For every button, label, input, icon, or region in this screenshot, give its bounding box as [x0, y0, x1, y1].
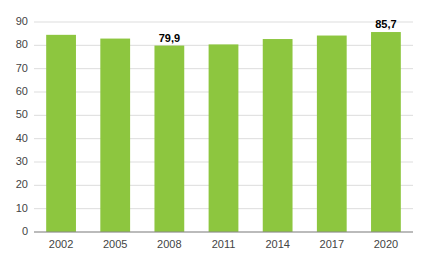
- bar: [46, 35, 76, 232]
- y-axis: 0 10 20 30 40 50 60 70 80 90: [16, 15, 28, 237]
- x-axis: 2002 2005 2008 2011 2014 2017 2020: [34, 232, 413, 250]
- y-tick-label: 40: [16, 132, 28, 144]
- bar: [154, 46, 184, 232]
- chart: 0102030405060708090200220052008201120142…: [0, 0, 423, 258]
- data-label: 85,7: [375, 18, 396, 30]
- data-labels: 79,9 85,7: [159, 18, 397, 44]
- y-tick-label: 20: [16, 178, 28, 190]
- x-tick-label: 2014: [265, 238, 289, 250]
- y-tick-label: 80: [16, 38, 28, 50]
- x-tick-label: 2005: [103, 238, 127, 250]
- y-tick-label: 30: [16, 155, 28, 167]
- x-tick-label: 2017: [320, 238, 344, 250]
- bars: [46, 32, 401, 232]
- x-tick-label: 2002: [49, 238, 73, 250]
- x-tick-label: 2020: [374, 238, 398, 250]
- y-tick-label: 0: [22, 225, 28, 237]
- grid-line: [34, 22, 413, 23]
- y-tick-label: 50: [16, 108, 28, 120]
- bar: [317, 36, 347, 232]
- bar: [263, 39, 293, 232]
- bar: [100, 39, 130, 232]
- chart-container: 0102030405060708090200220052008201120142…: [0, 0, 423, 258]
- bar: [371, 32, 401, 232]
- x-tick-label: 2008: [157, 238, 181, 250]
- x-axis-line: [34, 232, 413, 233]
- y-tick-label: 10: [16, 202, 28, 214]
- bar: [209, 44, 239, 232]
- y-tick-label: 70: [16, 62, 28, 74]
- y-tick-label: 90: [16, 15, 28, 27]
- grid-line: [34, 232, 413, 233]
- grid: [34, 22, 413, 232]
- y-tick-label: 60: [16, 85, 28, 97]
- x-tick-label: 2011: [212, 238, 236, 250]
- data-label: 79,9: [159, 32, 180, 44]
